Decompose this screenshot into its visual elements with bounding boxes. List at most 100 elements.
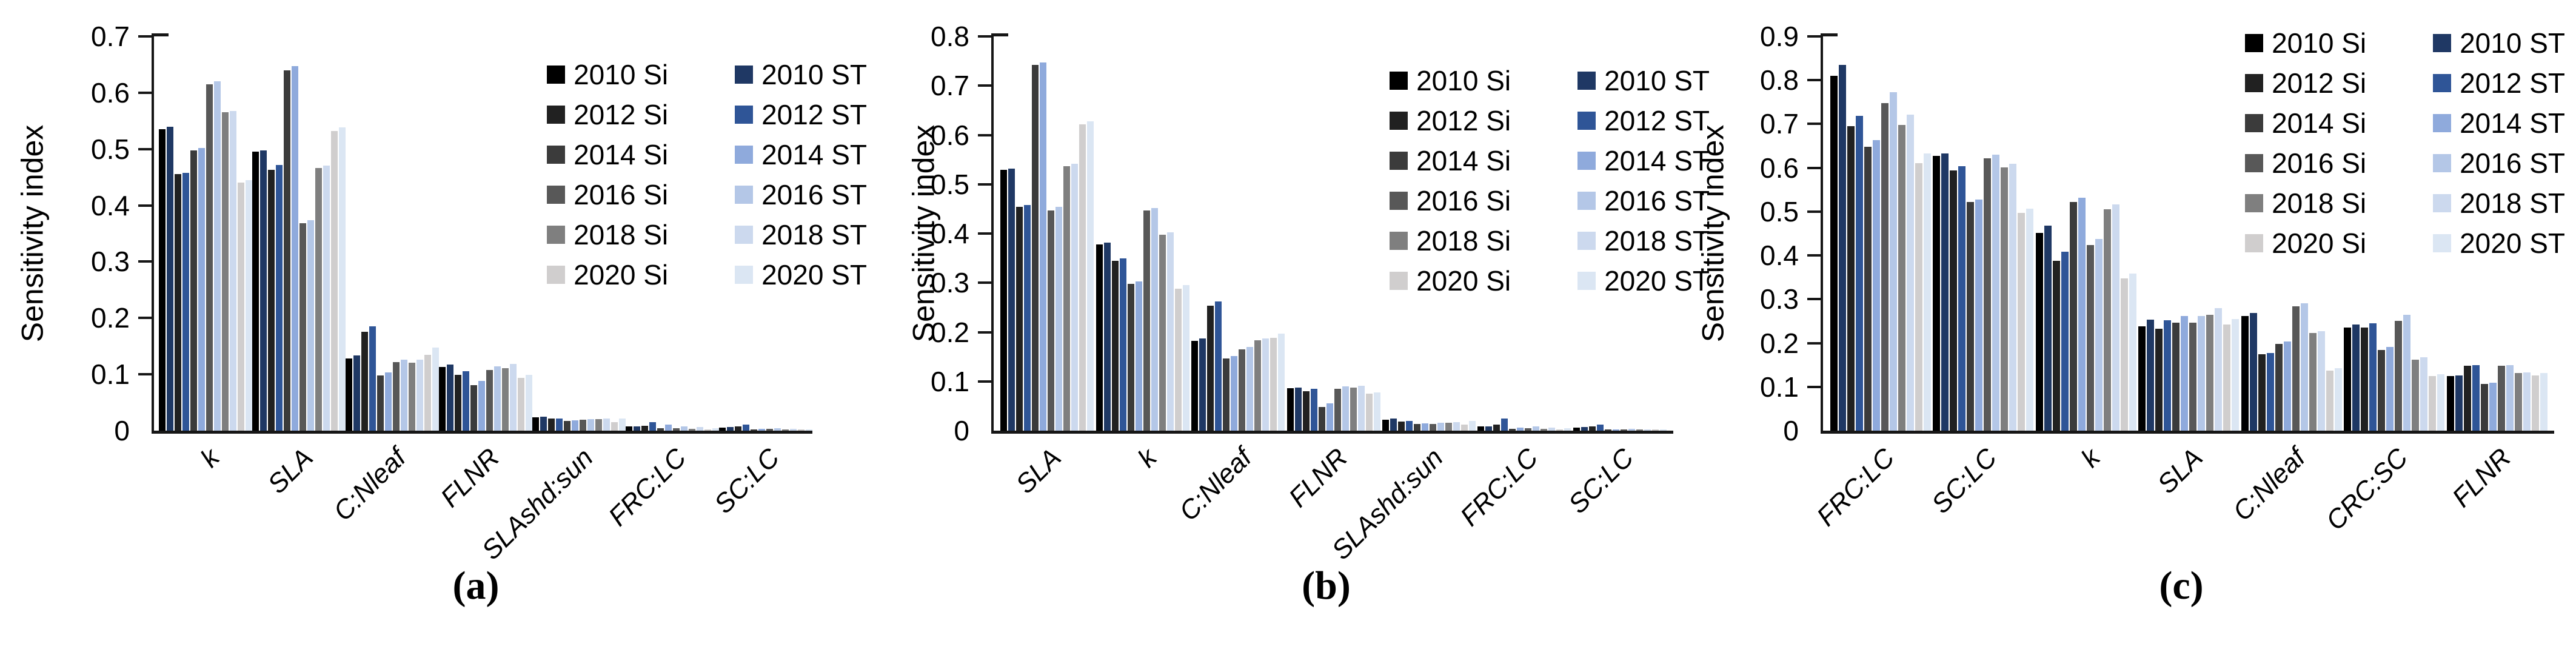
bar — [1159, 235, 1166, 431]
bar — [1032, 65, 1039, 431]
legend-column-si: 2010 Si 2012 Si 2014 Si 2016 Si 2018 Si 2020 … — [547, 61, 668, 289]
legend-label: 2018 Si — [2272, 187, 2367, 219]
y-axis-top-cap — [152, 33, 169, 36]
legend-item: 2012 Si — [1390, 107, 1511, 135]
legend-swatch — [735, 106, 754, 124]
category-group: SLAshd:sun — [1326, 36, 1476, 565]
legend-item: 2012 ST — [735, 101, 867, 129]
bar — [1564, 428, 1571, 431]
legend-item: 2014 ST — [2433, 109, 2565, 137]
bar — [540, 417, 547, 431]
y-tick-mark — [138, 91, 152, 94]
bar — [470, 385, 477, 431]
bar — [494, 366, 501, 431]
bar — [1239, 349, 1246, 431]
bar — [526, 375, 532, 431]
legend-item: 2020 ST — [1577, 267, 1710, 295]
bar — [455, 375, 461, 431]
y-tick-mark — [978, 331, 991, 334]
bar — [439, 367, 446, 431]
legend-item: 2010 ST — [735, 61, 867, 89]
bar — [1350, 388, 1357, 431]
bar — [1087, 121, 1094, 431]
x-axis-label: SLA — [2152, 442, 2209, 500]
legend-swatch — [735, 266, 754, 284]
legend-label: 2012 Si — [574, 99, 669, 130]
legend-swatch — [547, 226, 566, 244]
bar — [1992, 155, 1999, 431]
bar — [727, 427, 734, 431]
bar — [182, 173, 189, 431]
bar — [1588, 426, 1596, 431]
bar — [260, 150, 267, 431]
category-group: C:Nleaf — [1174, 36, 1285, 526]
bar — [1357, 386, 1365, 431]
bar — [2129, 274, 2136, 431]
bar — [2514, 373, 2522, 431]
y-tick-label: 0.2 — [931, 316, 969, 348]
y-tick-label: 0.7 — [931, 70, 969, 102]
bar — [432, 348, 439, 431]
bar — [1628, 429, 1635, 431]
bar — [641, 426, 648, 431]
x-axis-label: C:Nleaf — [328, 442, 412, 527]
bar — [1278, 334, 1285, 431]
bar — [510, 364, 517, 431]
x-axis-label: FLNR — [2446, 442, 2517, 513]
bar — [572, 420, 578, 431]
bar — [353, 355, 360, 431]
bar — [1207, 306, 1214, 431]
y-tick-label: 0.3 — [931, 267, 969, 299]
legend-column-si: 2010 Si 2012 Si 2014 Si 2016 Si 2018 Si 2020 … — [1390, 67, 1511, 295]
legend-column-si: 2010 Si 2012 Si 2014 Si 2016 Si 2018 Si 2020 … — [2245, 29, 2366, 257]
chart-panel-c: Sensitivity index 0 0.1 0.2 0.3 0.4 0.5 0.6 0.7… — [1679, 0, 2576, 666]
legend-swatch — [2433, 34, 2452, 52]
bar — [159, 129, 166, 431]
x-axis-label: CRC:SC — [2320, 442, 2414, 536]
legend-swatch — [1577, 72, 1596, 90]
bar — [2241, 316, 2249, 431]
legend-swatch — [2245, 194, 2264, 212]
y-tick-label: 0.1 — [91, 358, 130, 391]
bar — [307, 220, 314, 431]
bar — [603, 419, 610, 431]
legend-swatch — [1577, 192, 1596, 210]
bar — [1975, 200, 1982, 431]
bar — [1838, 65, 1846, 431]
bar — [198, 148, 205, 431]
plot-area-a: 0 0.1 0.2 0.3 0.4 0.5 0.6 0.7 k SLA C:Nleaf FLNR SLA… — [91, 22, 867, 565]
y-tick-mark — [138, 147, 152, 150]
bar — [689, 429, 695, 431]
bar — [1135, 281, 1142, 431]
bar — [1413, 424, 1420, 431]
x-axis-label: SC:LC — [1926, 442, 2003, 520]
legend-label: 2010 Si — [574, 59, 669, 90]
x-axis-label: SLA — [1010, 442, 1067, 500]
bar — [1573, 428, 1580, 431]
bar — [401, 360, 407, 431]
legend: 2010 Si 2012 Si 2014 Si 2016 Si 2018 Si 2020 … — [2245, 29, 2565, 257]
legend-label: 2016 Si — [1416, 185, 1511, 217]
legend-swatch — [547, 146, 566, 164]
y-tick-mark — [1807, 254, 1821, 257]
bar — [2326, 371, 2333, 431]
x-axis-label: FRC:LC — [1811, 442, 1901, 532]
category-group: SC:LC — [1563, 36, 1667, 519]
y-tick-mark — [978, 380, 991, 383]
bar — [1342, 386, 1349, 431]
bar — [1063, 166, 1071, 431]
y-axis-title: Sensitivity index — [11, 36, 53, 431]
y-axis-title-text: Sensitivity index — [1696, 124, 1730, 343]
legend-swatch — [735, 146, 754, 164]
bar — [1008, 169, 1015, 431]
bar — [2523, 372, 2531, 431]
legend-label: 2018 ST — [2460, 187, 2565, 219]
legend-item: 2010 Si — [547, 61, 668, 89]
y-tick-label: 0.8 — [1760, 64, 1799, 96]
legend-label: 2020 ST — [1604, 265, 1710, 297]
bar — [252, 152, 259, 431]
legend-label: 2016 ST — [1604, 185, 1710, 217]
category-group: FRC:LC — [603, 36, 719, 532]
y-tick-mark — [978, 133, 991, 136]
panel-caption-c: (c) — [2159, 563, 2204, 608]
